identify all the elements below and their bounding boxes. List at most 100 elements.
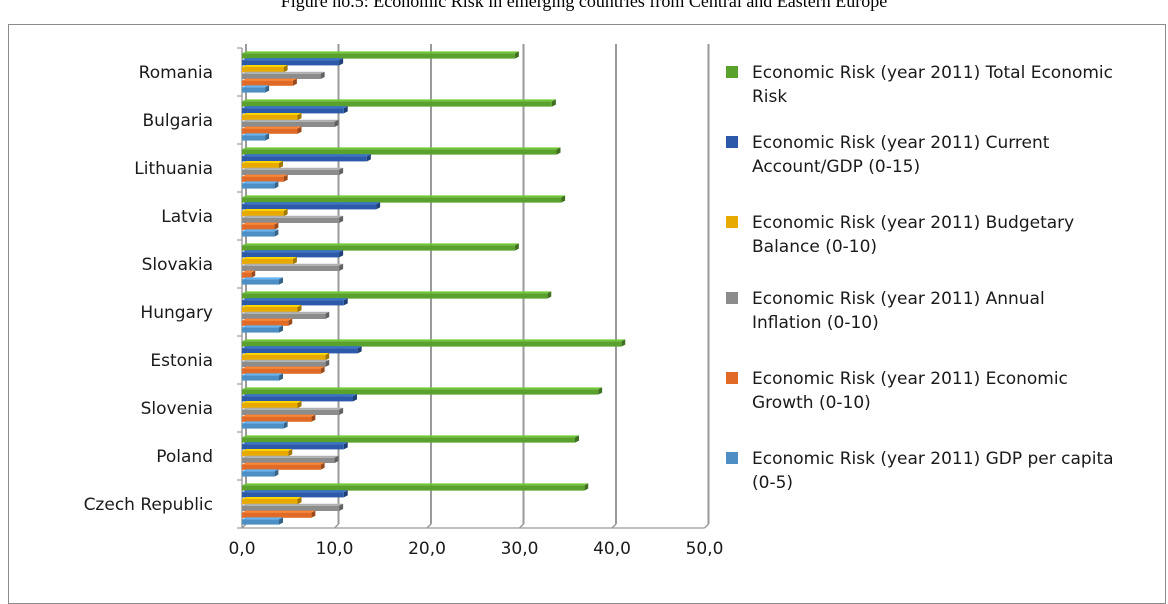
bar-end-face — [325, 359, 330, 367]
bar-top-face — [242, 359, 330, 362]
bar — [242, 121, 335, 127]
bar-end-face — [311, 510, 316, 518]
bar — [242, 60, 340, 66]
category-label: Estonia — [150, 351, 213, 371]
category-label: Hungary — [140, 303, 213, 323]
bar — [242, 108, 344, 114]
bar-end-face — [339, 167, 344, 175]
legend-swatch — [726, 452, 738, 464]
bar-top-face — [242, 510, 316, 513]
category-label: Bulgaria — [143, 111, 214, 131]
bar-top-face — [242, 455, 339, 458]
bar-end-face — [292, 78, 297, 86]
bar — [242, 211, 284, 217]
bar-end-face — [279, 517, 283, 525]
category-label: Slovenia — [141, 399, 213, 419]
bar — [242, 313, 326, 319]
bar-top-face — [242, 229, 279, 232]
legend-swatch — [726, 292, 738, 304]
bar-top-face — [242, 113, 302, 115]
bar-top-face — [242, 209, 288, 211]
gridline-floor — [518, 523, 525, 529]
bar — [242, 471, 275, 477]
bar-end-face — [297, 401, 302, 409]
bar-top-face — [242, 339, 626, 342]
bar-top-face — [242, 366, 325, 369]
bar — [242, 327, 279, 333]
bar — [242, 485, 585, 491]
bar-end-face — [343, 298, 348, 306]
bar — [242, 423, 284, 429]
bar-top-face — [242, 133, 270, 136]
bar-end-face — [288, 318, 293, 326]
bar — [242, 169, 340, 175]
bar-top-face — [242, 181, 279, 184]
bar-top-face — [242, 497, 302, 499]
bar-end-face — [297, 113, 302, 121]
bar — [242, 341, 622, 347]
bar-top-face — [242, 462, 325, 465]
bar — [242, 204, 377, 210]
bar-end-face — [251, 270, 256, 278]
chart-frame — [8, 24, 1166, 604]
category-label: Poland — [156, 447, 213, 467]
bar-end-face — [556, 147, 561, 155]
gridline-floor — [426, 523, 432, 529]
legend-label: Growth (0-10) — [752, 393, 871, 413]
bar-top-face — [242, 387, 603, 390]
bar — [242, 348, 358, 354]
bar-top-face — [242, 373, 283, 376]
bar — [242, 183, 275, 189]
bar — [242, 156, 367, 162]
bar-end-face — [297, 126, 302, 134]
bar-end-face — [339, 263, 344, 271]
bar — [242, 252, 340, 258]
gridline-floor — [333, 523, 340, 529]
bar-end-face — [575, 435, 579, 443]
bar-end-face — [283, 209, 288, 217]
bar-top-face — [242, 435, 579, 438]
bar-top-face — [242, 414, 316, 417]
category-label: Czech Republic — [84, 495, 213, 515]
bar-top-face — [242, 126, 302, 129]
x-tick-label: 10,0 — [316, 539, 354, 559]
bar-end-face — [325, 311, 330, 319]
bar-top-face — [242, 85, 270, 88]
bar-end-face — [265, 85, 270, 93]
bar-end-face — [292, 257, 297, 265]
bar-top-face — [242, 215, 344, 218]
legend-label: Risk — [752, 87, 787, 107]
bar-end-face — [279, 325, 283, 333]
bar-end-face — [339, 58, 344, 66]
bar-end-face — [320, 366, 325, 374]
bar-end-face — [311, 414, 316, 422]
bar — [242, 444, 344, 450]
bar — [242, 519, 279, 525]
bar-top-face — [242, 311, 330, 314]
bar-end-face — [343, 490, 348, 498]
bar — [242, 265, 340, 271]
bar-top-face — [242, 401, 302, 403]
legend-label: Economic Risk (year 2011) Total Economic — [752, 63, 1113, 83]
bar-end-face — [514, 51, 519, 59]
bar — [242, 464, 321, 470]
bar — [242, 176, 284, 182]
bar-end-face — [320, 71, 325, 79]
legend-label: Economic Risk (year 2011) Current — [752, 133, 1050, 153]
bar — [242, 245, 515, 251]
bar — [242, 279, 279, 285]
bar-top-face — [242, 119, 339, 122]
bar-top-face — [242, 407, 344, 410]
bar-top-face — [242, 250, 344, 253]
bar-end-face — [339, 215, 344, 223]
bar — [242, 128, 298, 134]
bar-end-face — [274, 181, 279, 189]
bar-top-face — [242, 257, 297, 259]
bar — [242, 231, 275, 237]
bar — [242, 451, 289, 457]
bar-end-face — [343, 442, 348, 450]
bar-end-face — [366, 154, 371, 162]
bar — [242, 375, 279, 381]
bar-end-face — [297, 305, 302, 313]
bar-end-face — [334, 119, 339, 127]
